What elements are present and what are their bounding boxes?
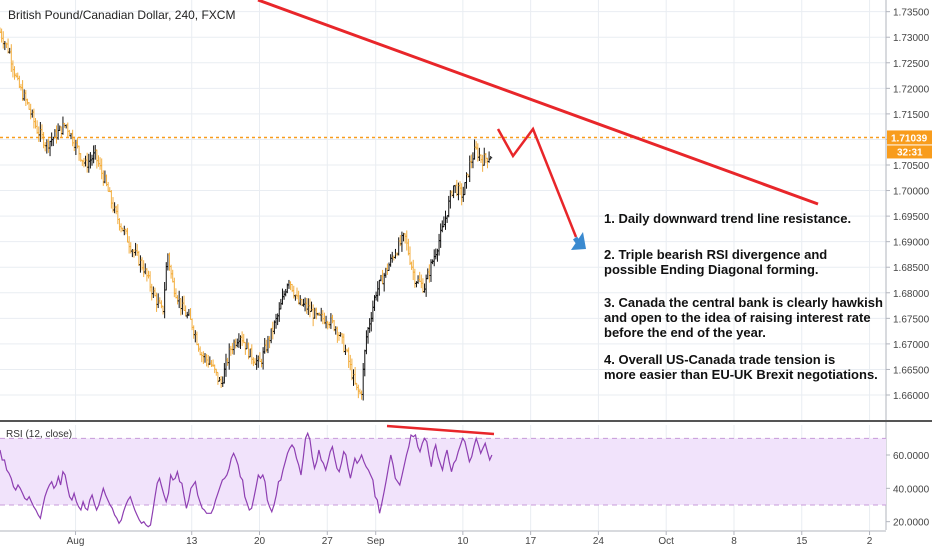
downward-trend-line	[257, 0, 819, 206]
price-tick-label: 1.66500	[893, 365, 930, 376]
price-tick-label: 1.73000	[893, 33, 930, 44]
annotation-4-line-1: 4. Overall US-Canada trade tension is	[604, 352, 836, 367]
annotation-2-line-2: possible Ending Diagonal forming.	[604, 262, 819, 277]
time-tick-label: 24	[593, 536, 605, 547]
price-tick-label: 1.73500	[893, 8, 930, 19]
rsi-label: RSI (12, close)	[6, 429, 72, 440]
rsi-tick-label: 20.0000	[893, 518, 930, 529]
annotation-3-line-2: and open to the idea of raising interest…	[604, 310, 871, 325]
current-price-badge	[887, 130, 932, 145]
chart-title: British Pound/Canadian Dollar, 240, FXCM	[8, 8, 235, 22]
price-tick-label: 1.69500	[893, 212, 930, 223]
annotation-1: 1. Daily downward trend line resistance.	[604, 211, 851, 226]
rsi-band	[0, 438, 886, 505]
annotation-2-line-1: 2. Triple bearish RSI divergence and	[604, 247, 828, 262]
price-tick-label: 1.66000	[893, 391, 930, 402]
time-tick-label: 20	[254, 536, 266, 547]
price-tick-label: 1.70000	[893, 187, 930, 198]
annotation-4: 4. Overall US-Canada trade tension is mo…	[604, 352, 878, 382]
price-tick-label: 1.69000	[893, 238, 930, 249]
annotation-3: 3. Canada the central bank is clearly ha…	[604, 295, 883, 340]
price-tick-label: 1.67000	[893, 340, 930, 351]
price-tick-label: 1.72500	[893, 59, 930, 70]
price-tick-label: 1.71500	[893, 110, 930, 121]
rsi-line	[0, 431, 493, 528]
price-tick-label: 1.72000	[893, 84, 930, 95]
price-tick-label: 1.68000	[893, 289, 930, 300]
annotation-2: 2. Triple bearish RSI divergence and pos…	[604, 247, 827, 277]
candles	[0, 27, 493, 401]
time-tick-label: 27	[322, 536, 334, 547]
annotation-1-line-1: 1. Daily downward trend line resistance.	[604, 211, 852, 226]
projected-wave-path	[496, 126, 578, 238]
time-tick-label: 17	[525, 536, 537, 547]
time-tick-label: Aug	[67, 536, 85, 547]
price-tick-label: 1.70500	[893, 161, 930, 172]
rsi-tick-label: 40.0000	[893, 484, 930, 495]
time-tick-label: Sep	[367, 536, 385, 547]
current-price-label: 1.71039	[891, 133, 928, 144]
price-tick-label: 1.68500	[893, 263, 930, 274]
annotation-3-line-3: before the end of the year.	[604, 325, 766, 340]
time-tick-label: Oct	[658, 536, 674, 547]
annotation-3-line-1: 3. Canada the central bank is clearly ha…	[604, 295, 883, 310]
rsi-tick-label: 60.0000	[893, 451, 930, 462]
annotation-4-line-2: more easier than EU-UK Brexit negotiatio…	[604, 367, 878, 382]
time-tick-label: 10	[457, 536, 469, 547]
down-arrow-shaft	[572, 236, 583, 247]
countdown-badge	[887, 145, 932, 159]
price-tick-label: 1.67500	[893, 314, 930, 325]
rsi-divergence-line	[386, 424, 495, 436]
time-tick-label: 15	[796, 536, 808, 547]
time-tick-label: 8	[731, 536, 737, 547]
candle	[489, 156, 493, 160]
time-tick-label: 2	[867, 536, 873, 547]
time-tick-label: 13	[186, 536, 198, 547]
countdown-label: 32:31	[897, 147, 923, 158]
